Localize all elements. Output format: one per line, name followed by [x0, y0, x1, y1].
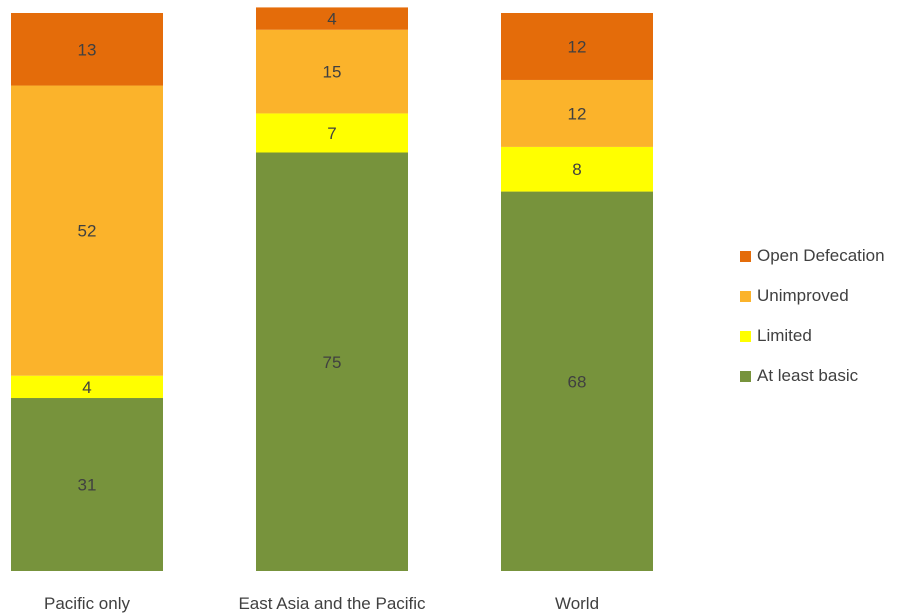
legend-item: Limited: [740, 316, 885, 356]
category-labels: Pacific only East Asia and the Pacific Wor…: [44, 594, 599, 613]
legend-label: At least basic: [757, 366, 859, 385]
data-label: 31: [78, 476, 97, 495]
legend-item: Open Defecation: [740, 236, 885, 276]
legend-label: Unimproved: [757, 286, 849, 305]
data-label: 52: [78, 222, 97, 241]
legend-label: Limited: [757, 326, 812, 345]
category-label: Pacific only: [44, 594, 130, 613]
bar-segment-limited: [501, 146, 653, 192]
data-label: 75: [323, 353, 342, 372]
data-label: 4: [82, 378, 91, 397]
bar-segment-open-defecation: [11, 13, 163, 86]
legend: Open Defecation Unimproved Limited At least…: [740, 236, 885, 396]
data-label: 68: [568, 372, 587, 391]
bar-segment-unimproved: [256, 29, 408, 114]
category-label: World: [555, 594, 599, 613]
data-label: 7: [327, 124, 336, 143]
legend-swatch: [740, 330, 751, 342]
bar-segment-unimproved: [501, 79, 653, 147]
data-label: 12: [568, 104, 587, 123]
legend-item: Unimproved: [740, 276, 885, 316]
data-label: 8: [572, 160, 581, 179]
legend-swatch: [740, 290, 751, 302]
data-label: 15: [323, 63, 342, 82]
data-label: 4: [327, 10, 336, 29]
legend-item: At least basic: [740, 356, 885, 396]
data-label: 12: [568, 37, 587, 56]
bar-segment-at-least-basic: [501, 191, 653, 571]
legend-label: Open Defecation: [757, 246, 885, 265]
bar-segment-unimproved: [11, 85, 163, 376]
bar-segment-limited: [11, 375, 163, 399]
legend-swatch: [740, 250, 751, 262]
data-label: 13: [78, 40, 97, 59]
category-label: East Asia and the Pacific: [238, 594, 426, 613]
bars-group: 31 4 52 13 75 7 15 4 68 8 12 12: [11, 7, 653, 571]
bar-segment-open-defecation: [256, 7, 408, 30]
bar-segment-limited: [256, 113, 408, 153]
bar-segment-at-least-basic: [256, 152, 408, 571]
legend-swatch: [740, 370, 751, 382]
bar-segment-at-least-basic: [11, 398, 163, 571]
bar-segment-open-defecation: [501, 13, 653, 80]
